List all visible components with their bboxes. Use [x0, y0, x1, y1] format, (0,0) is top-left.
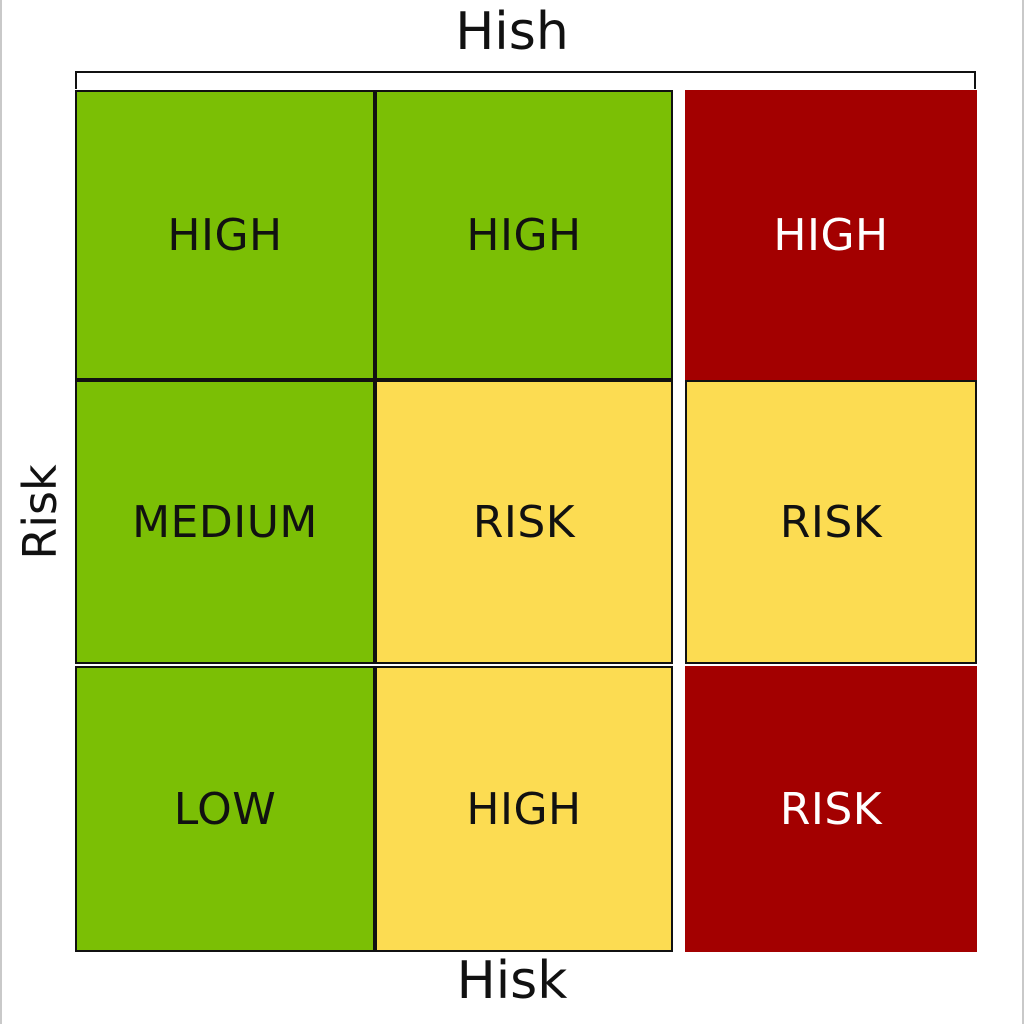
- cell-label: RISK: [472, 496, 576, 548]
- cell-r2-c1: MEDIUM: [75, 380, 375, 664]
- cell-label: HIGH: [466, 783, 582, 835]
- cell-r3-c3: RISK: [685, 666, 977, 952]
- cell-label: RISK: [779, 496, 883, 548]
- cell-label: LOW: [173, 783, 277, 835]
- cell-label: RISK: [779, 783, 883, 835]
- cell-r1-c2: HIGH: [375, 90, 673, 380]
- cell-label: HIGH: [466, 209, 582, 261]
- cell-r3-c1: LOW: [75, 666, 375, 952]
- cell-r1-c1: HIGH: [75, 90, 375, 380]
- left-axis-label: Risk: [13, 464, 67, 560]
- risk-matrix: HIGH HIGH HIGH MEDIUM RISK RISK LOW HIGH…: [75, 90, 977, 952]
- cell-r2-c3: RISK: [685, 380, 977, 664]
- top-frame-line: [75, 71, 976, 89]
- top-axis-label: Hish: [455, 2, 569, 62]
- page-edge-left: [0, 0, 2, 1024]
- cell-r1-c3: HIGH: [685, 90, 977, 380]
- cell-r3-c2: HIGH: [375, 666, 673, 952]
- cell-r2-c2: RISK: [375, 380, 673, 664]
- cell-label: HIGH: [773, 209, 889, 261]
- page-edge-right: [1022, 0, 1024, 1024]
- bottom-axis-label: Hisk: [456, 951, 568, 1011]
- cell-label: MEDIUM: [132, 496, 318, 548]
- cell-label: HIGH: [167, 209, 283, 261]
